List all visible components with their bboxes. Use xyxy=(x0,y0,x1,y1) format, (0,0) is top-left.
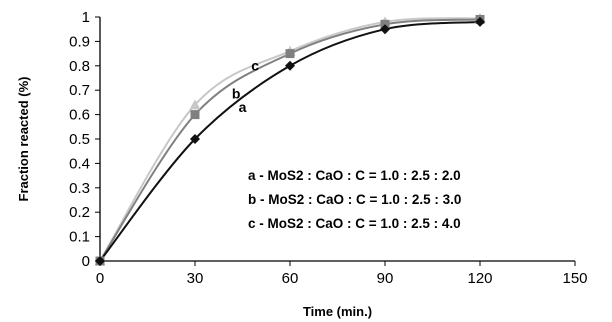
y-tick-label: 0.2 xyxy=(69,204,90,221)
y-tick-label: 0 xyxy=(82,253,90,270)
series-lines xyxy=(94,12,486,266)
x-axis-title: Time (min.) xyxy=(303,304,372,319)
x-tick-label: 120 xyxy=(467,270,492,287)
y-tick-label: 0.7 xyxy=(69,82,90,99)
data-point-a xyxy=(95,256,105,266)
y-tick-label: 0.1 xyxy=(69,229,90,246)
data-point-b xyxy=(190,110,200,120)
y-tick-label: 0.5 xyxy=(69,131,90,148)
series-line-c xyxy=(99,17,481,262)
data-point-a xyxy=(190,134,200,144)
data-point-a xyxy=(380,24,390,35)
y-tick-label: 0.3 xyxy=(69,180,90,197)
series-line-a xyxy=(99,20,481,262)
y-tick-label: 0.8 xyxy=(69,58,90,75)
curve-label-a: a xyxy=(239,99,247,115)
x-tick-label: 60 xyxy=(282,270,299,287)
x-tick-label: 0 xyxy=(96,270,104,287)
series-line-b xyxy=(99,18,481,262)
labels: abc a - MoS2 : CaO : C = 1.0 : 2.5 : 2.0 b… xyxy=(232,58,462,231)
x-tick-label: 150 xyxy=(562,270,587,287)
legend-entry-c: c - MoS2 : CaO : C = 1.0 : 2.5 : 4.0 xyxy=(248,216,461,231)
y-tick-label: 1 xyxy=(82,9,90,26)
y-tick-label: 0.9 xyxy=(69,33,90,50)
data-point-b xyxy=(285,49,295,59)
x-tick-label: 90 xyxy=(377,270,394,287)
y-axis-title: Fraction reacted (%) xyxy=(16,77,31,202)
x-tick-label: 30 xyxy=(187,270,204,287)
legend-entry-b: b - MoS2 : CaO : C = 1.0 : 2.5 : 3.0 xyxy=(248,192,461,207)
data-point-a xyxy=(475,16,485,27)
curve-label-b: b xyxy=(232,86,241,102)
legend-entry-a: a - MoS2 : CaO : C = 1.0 : 2.5 : 2.0 xyxy=(248,168,461,183)
y-tick-label: 0.6 xyxy=(69,107,90,124)
data-point-a xyxy=(285,60,295,71)
axes: 0 0.1 0.2 0.3 0.4 0.5 0.6 0.7 0.8 0.9 1 0 30 60 90 120 1… xyxy=(16,9,588,319)
curve-label-c: c xyxy=(251,58,259,74)
y-tick-label: 0.4 xyxy=(69,155,90,172)
data-point-c xyxy=(189,99,201,110)
